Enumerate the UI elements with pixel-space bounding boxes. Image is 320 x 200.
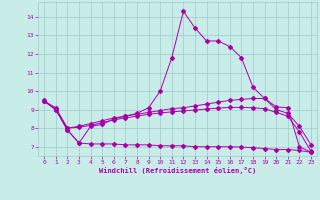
X-axis label: Windchill (Refroidissement éolien,°C): Windchill (Refroidissement éolien,°C) <box>99 167 256 174</box>
